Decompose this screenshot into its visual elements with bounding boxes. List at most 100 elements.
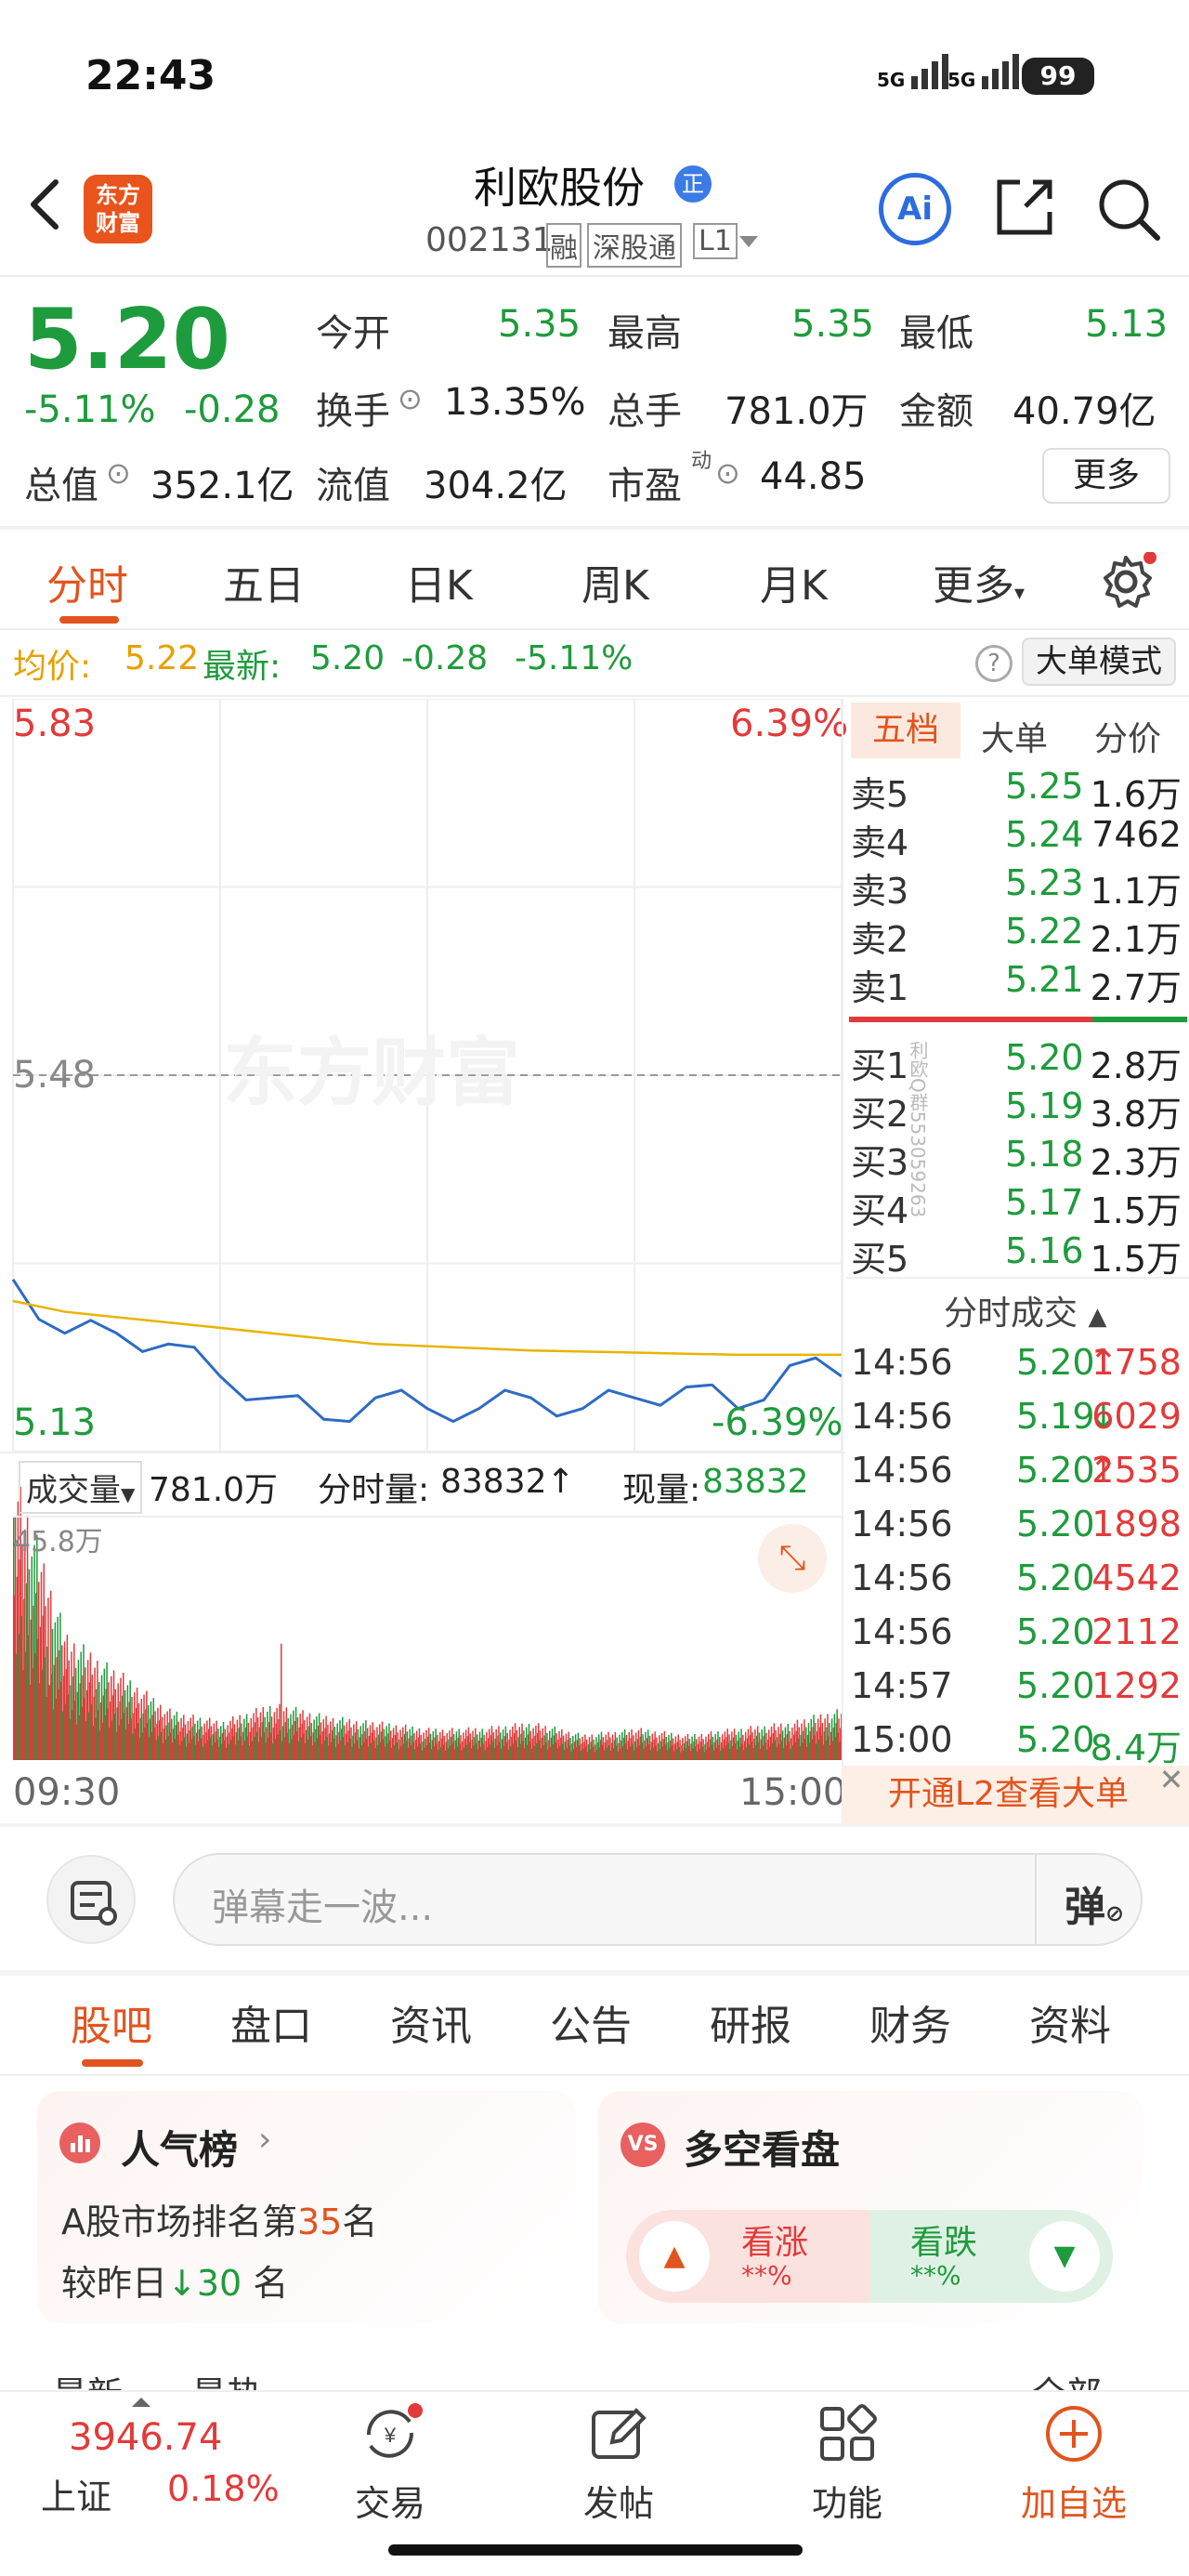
volume-bar: [133, 1713, 135, 1760]
ob-tab-5levels[interactable]: 五档: [851, 703, 960, 758]
volume-bar: [329, 1733, 331, 1760]
section-tab[interactable]: 股吧: [71, 2003, 152, 2050]
volume-bar: [61, 1645, 63, 1760]
volume-bar: [548, 1740, 550, 1760]
settings-icon[interactable]: [1098, 551, 1157, 615]
popularity-title: 人气榜: [121, 2127, 239, 2173]
down-arrow-icon: ▼: [1029, 2221, 1100, 2292]
danmu-toggle-button[interactable]: 弹⊘: [1065, 1873, 1124, 1933]
ask-row[interactable]: 卖5 5.25 1.6万: [851, 766, 1185, 815]
ob-tab-price[interactable]: 分价: [1094, 720, 1162, 758]
volume-bar: [336, 1723, 338, 1760]
bid-row[interactable]: 买4 5.17 1.5万: [851, 1182, 1185, 1231]
search-icon[interactable]: [1096, 177, 1161, 245]
index-name[interactable]: 上证: [41, 2477, 112, 2517]
info-icon-3[interactable]: ⊙: [715, 455, 740, 491]
section-tab[interactable]: 财务: [869, 2003, 951, 2050]
section-tab[interactable]: 研报: [710, 2003, 791, 2050]
bid-row[interactable]: 买5 5.16 1.5万: [851, 1230, 1185, 1280]
popularity-card[interactable]: 人气榜 › A股市场排名第35名 较昨日↓30 名: [37, 2091, 576, 2323]
volume-bar: [717, 1731, 719, 1760]
section-tab[interactable]: 资讯: [390, 2003, 472, 2050]
tab-weekly-k[interactable]: 周K: [581, 562, 649, 610]
subtab-hot[interactable]: 最热: [191, 2366, 262, 2390]
volume-bar: [438, 1750, 439, 1760]
volume-bar: [169, 1708, 171, 1760]
volume-bar: [156, 1724, 158, 1760]
l2-banner[interactable]: 开通L2查看大单: [842, 1766, 1189, 1823]
bull-button[interactable]: ▲ 看涨 **%: [626, 2210, 869, 2303]
high-label: 最高: [608, 312, 682, 355]
share-icon[interactable]: [994, 177, 1055, 242]
section-tab[interactable]: 盘口: [230, 2003, 312, 2050]
volume-bar: [103, 1668, 106, 1760]
volume-bar: [67, 1694, 70, 1760]
info-icon[interactable]: ⊙: [398, 381, 423, 416]
volume-bar: [342, 1737, 345, 1760]
volume-bar: [788, 1741, 790, 1760]
ai-button[interactable]: Ai: [879, 173, 951, 245]
dropdown-icon[interactable]: [739, 236, 758, 247]
volume-bar: [162, 1743, 164, 1760]
nav-post[interactable]: 发帖: [535, 2401, 702, 2526]
ask-row[interactable]: 卖1 5.21 2.7万: [851, 959, 1185, 1008]
ask-row[interactable]: 卖4 5.24 7462: [851, 814, 1185, 863]
nav-trade[interactable]: ¥ 交易: [307, 2401, 474, 2526]
trade-price: 5.20: [1016, 1665, 1095, 1706]
volume-bar: [560, 1737, 562, 1760]
intraday-chart[interactable]: [0, 699, 845, 1823]
tab-monthly-k[interactable]: 月K: [760, 562, 828, 610]
index-pct[interactable]: 0.18%: [167, 2468, 280, 2509]
volume-indicator-select[interactable]: 成交量▼: [19, 1461, 143, 1514]
bid-row[interactable]: 买2 5.19 3.8万: [851, 1085, 1185, 1135]
info-icon-2[interactable]: ⊙: [106, 455, 131, 491]
volume-bar: [345, 1733, 347, 1760]
index-value[interactable]: 3946.74: [69, 2416, 223, 2459]
ob-tab-big[interactable]: 大单: [981, 720, 1049, 758]
danmu-input[interactable]: 弹幕走一波... 弹⊘: [173, 1853, 1143, 1946]
tab-5day[interactable]: 五日: [223, 562, 305, 610]
app-logo[interactable]: 东方 财富: [84, 175, 152, 243]
avg-value: 5.22: [124, 639, 200, 677]
section-tab[interactable]: 公告: [550, 2003, 632, 2050]
help-icon[interactable]: ?: [975, 645, 1013, 682]
tab-intraday[interactable]: 分时: [46, 562, 128, 610]
more-button[interactable]: 更多: [1042, 448, 1170, 504]
bear-button[interactable]: 看跌 **% ▼: [869, 2210, 1113, 2303]
tab-more[interactable]: 更多▾: [933, 552, 1025, 611]
volume-bar: [642, 1734, 644, 1760]
volume-bar: [445, 1741, 448, 1760]
volume-bar: [229, 1720, 231, 1760]
volume-bar: [181, 1741, 183, 1760]
section-tab[interactable]: 资料: [1029, 2003, 1111, 2050]
volume-bar: [122, 1695, 124, 1760]
volume-bar: [24, 1529, 26, 1760]
ask-row[interactable]: 卖3 5.23 1.1万: [851, 862, 1185, 912]
ask-volume: 2.7万: [1090, 967, 1182, 1008]
volume-bar: [632, 1743, 634, 1760]
back-icon[interactable]: [26, 177, 63, 232]
nav-func[interactable]: 功能: [764, 2401, 931, 2526]
bid-row[interactable]: 买3 5.18 2.3万: [851, 1134, 1185, 1183]
trades-header[interactable]: 分时成交 ▲: [944, 1286, 1106, 1334]
close-icon[interactable]: ✕: [1158, 1762, 1184, 1797]
tab-daily-k[interactable]: 日K: [405, 562, 473, 610]
subtab-all[interactable]: 全部: [1031, 2366, 1102, 2390]
volume-bar: [302, 1710, 304, 1760]
volume-bar: [604, 1742, 606, 1760]
latest-change-pct: -5.11%: [515, 639, 634, 677]
volume-bar: [525, 1727, 528, 1760]
danmu-settings-icon[interactable]: [46, 1855, 136, 1944]
volume-bar: [723, 1740, 725, 1760]
nav-add-watchlist[interactable]: 加自选: [990, 2401, 1157, 2526]
volume-bar: [177, 1721, 179, 1760]
expand-icon[interactable]: ⤡: [758, 1524, 827, 1593]
big-order-mode-button[interactable]: 大单模式: [1022, 637, 1176, 686]
volume-bar: [417, 1737, 420, 1760]
ask-row[interactable]: 卖2 5.22 2.1万: [851, 911, 1185, 960]
bid-row[interactable]: 买1 5.20 2.8万: [851, 1037, 1185, 1086]
bull-bear-card[interactable]: VS 多空看盘 ▲ 看涨 **% 看跌 **% ▼: [598, 2091, 1143, 2323]
volume-bar: [118, 1725, 120, 1760]
volume-bar: [714, 1734, 716, 1760]
subtab-latest[interactable]: 最新: [52, 2366, 123, 2390]
